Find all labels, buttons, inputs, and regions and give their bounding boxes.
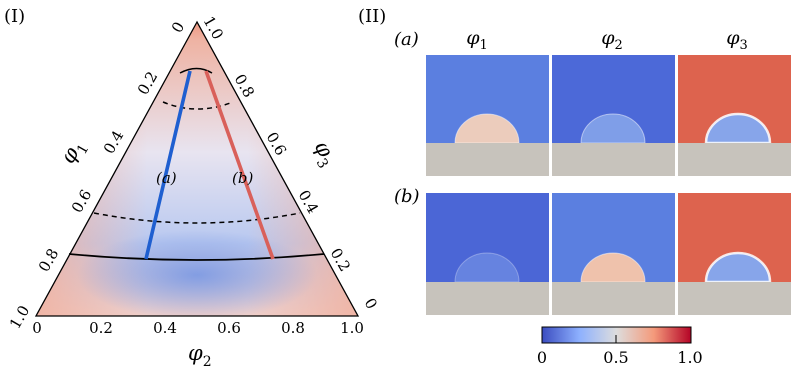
colorbar-tick-1: 0.5 [603,348,628,367]
phi1-axis-label: φ1 [56,135,93,170]
dashed-curve-lower [93,212,301,224]
phi1-tick-2: 0.4 [100,127,128,157]
phi2-tick-0: 0 [32,319,42,337]
sim-panel-a-phi2 [552,55,675,176]
phi2-axis: 0 0.2 0.4 0.6 0.8 1.0 φ2 [32,319,364,370]
phi3-tick-0: 0 [361,295,381,312]
solid-curve-top [179,67,213,74]
sim-panel-a-phi3 [678,55,791,176]
phi1-tick-0: 0 [168,19,188,36]
row-label-a: (a) [394,29,419,50]
phi1-tick-5: 1.0 [6,302,34,332]
phi2-tick-2: 0.4 [153,319,177,337]
ternary-triangle [34,20,360,317]
colorbar-tick-0: 0 [537,348,547,367]
path-a-label: (a) [156,169,177,187]
simulation-grid [426,55,791,315]
phi2-tick-5: 1.0 [340,319,364,337]
column-header-phi1: φ1 [466,27,488,53]
phi2-axis-label: φ2 [188,341,212,370]
solid-curve-bottom [68,253,325,261]
phi2-tick-4: 0.8 [281,319,305,337]
sim-panel-b-phi2 [552,193,675,315]
column-header-phi2: φ2 [601,27,623,53]
path-b-line [204,70,275,260]
phi1-tick-3: 0.6 [68,186,96,216]
dashed-curve-upper [162,101,234,110]
phi2-tick-1: 0.2 [89,319,113,337]
sim-panel-a-phi1 [426,55,549,176]
ternary-diagram: (a) (b) 0 0.2 0.4 0.6 0.8 1.0 φ2 0 0.2 0… [6,13,381,370]
sim-panel-b-phi3 [678,193,791,315]
phi3-axis-label: φ3 [305,137,342,172]
column-header-phi3: φ3 [726,27,748,53]
path-b-label: (b) [232,169,253,187]
row-label-b: (b) [394,186,420,207]
phi1-tick-4: 0.8 [35,245,63,275]
colorbar: 0 0.5 1.0 [537,326,703,367]
colorbar-tick-2: 1.0 [677,348,702,367]
phi2-tick-3: 0.6 [217,319,241,337]
panel-i-label: (I) [4,6,25,27]
panel-ii-label: (II) [358,6,386,27]
sim-panel-b-phi1 [426,193,549,315]
path-a-line [144,70,192,260]
